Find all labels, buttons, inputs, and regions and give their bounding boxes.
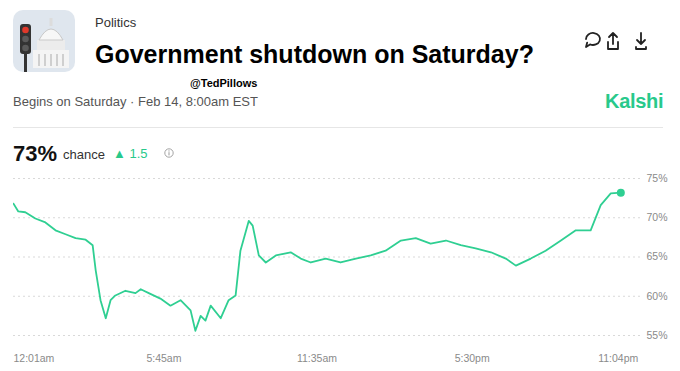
html-text:73% chance: 73% chance	[13, 141, 105, 166]
html-text:▲ 1.5: ▲ 1.5	[113, 146, 148, 161]
svg-text:55%: 55%	[647, 329, 668, 341]
svg-text:5:30pm: 5:30pm	[455, 352, 490, 364]
svg-text:70%: 70%	[647, 211, 668, 223]
svg-text:5:45am: 5:45am	[146, 352, 181, 364]
svg-text:11:04pm: 11:04pm	[598, 352, 638, 364]
svg-text:11:35am: 11:35am	[297, 352, 337, 364]
html-text:@TedPillows: @TedPillows	[190, 77, 258, 89]
html-text:Government shutdown on Saturda: Government shutdown on Saturday?	[95, 40, 534, 68]
html-text:Politics: Politics	[95, 15, 137, 30]
svg-text:60%: 60%	[647, 290, 668, 302]
svg-text:75%: 75%	[647, 172, 668, 184]
svg-text:65%: 65%	[647, 250, 668, 262]
svg-text:12:01am: 12:01am	[14, 352, 55, 364]
html-text:Kalshi: Kalshi	[605, 90, 664, 112]
html-text:Begins on Saturday · Feb 14, 8: Begins on Saturday · Feb 14, 8:00am EST	[13, 94, 258, 109]
